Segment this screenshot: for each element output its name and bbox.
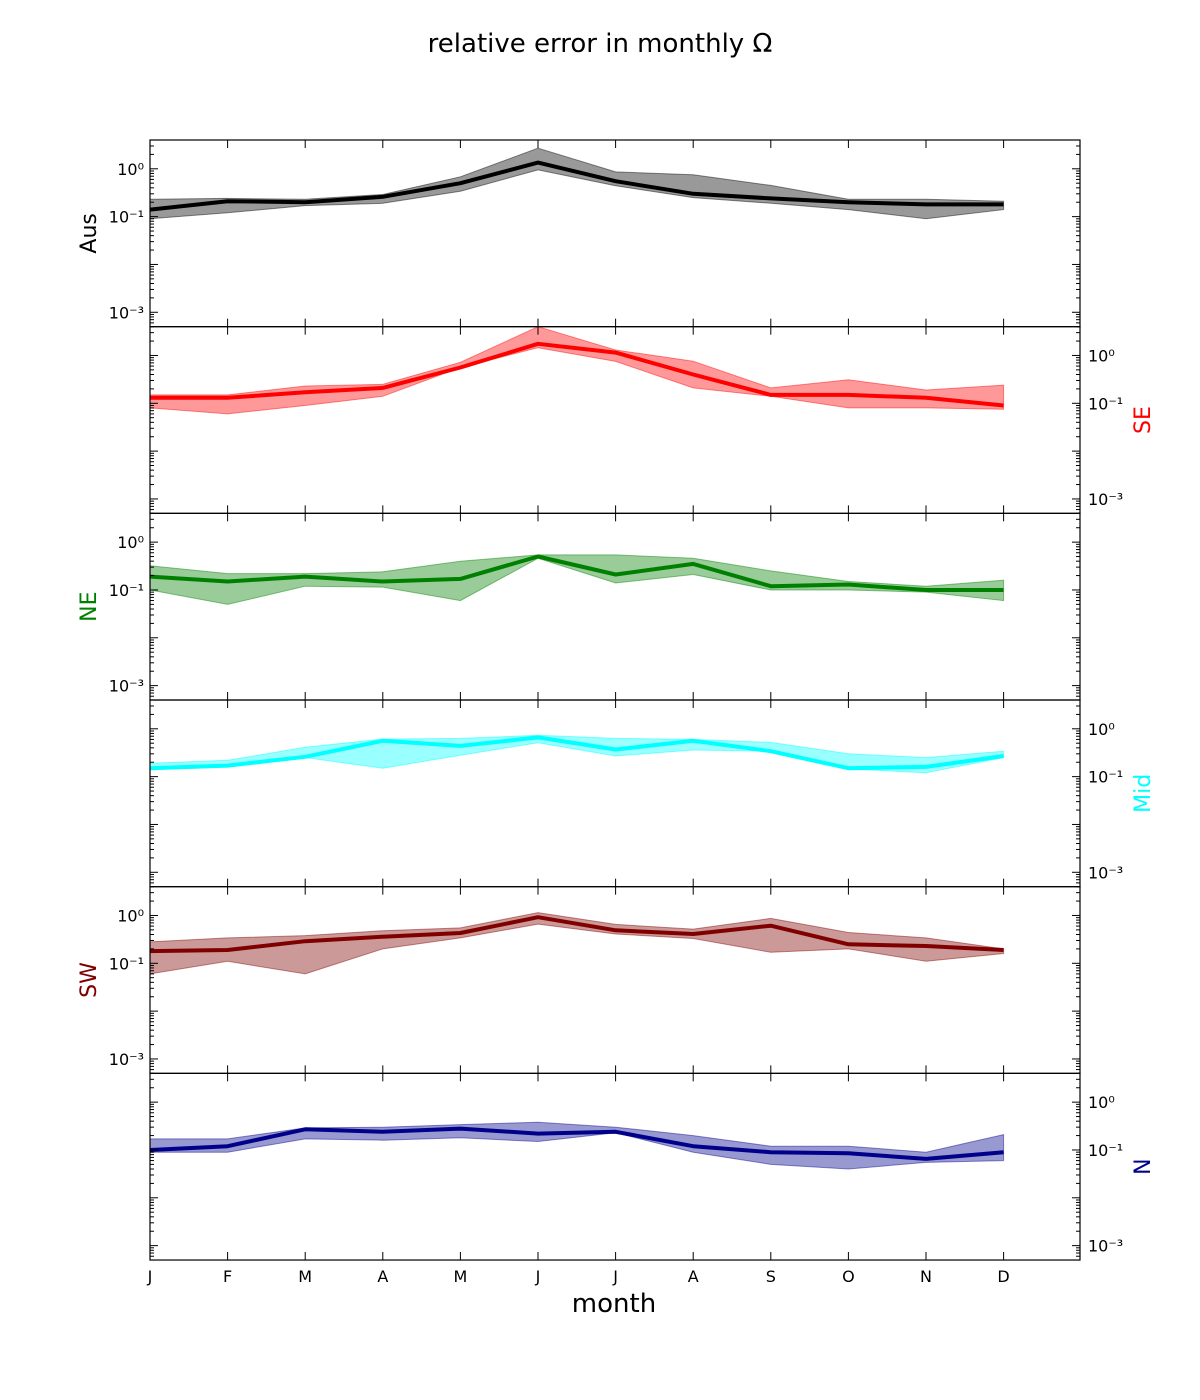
y-tick-label: 10⁰	[117, 906, 144, 925]
y-tick-label: 10⁻¹	[1088, 394, 1123, 413]
panel-ne: 10⁻³ 10⁻¹ 10⁰ NE	[77, 512, 1081, 701]
plot-area	[150, 912, 1005, 975]
series-line-n	[150, 1126, 1004, 1161]
y-tick-label: 10⁰	[1088, 1093, 1115, 1112]
series-line-ne	[150, 554, 1004, 592]
panel-n: 10⁻³ 10⁻¹ 10⁰ N	[149, 1072, 1156, 1261]
panel-frame	[149, 512, 1081, 701]
x-tick-label: J	[612, 1267, 618, 1286]
plot-area	[150, 734, 1005, 774]
x-tick-label: J	[147, 1267, 153, 1286]
panel-aus: 10⁻³ 10⁻¹ 10⁰ Aus	[77, 139, 1081, 328]
y-tick-label: 10⁻¹	[109, 208, 144, 227]
x-tick-label: A	[377, 1267, 388, 1286]
series-line-se	[150, 341, 1004, 408]
plot-area	[150, 1121, 1005, 1170]
series-line-mid	[150, 735, 1004, 771]
y-tick-label: 10⁰	[117, 160, 144, 179]
panel-frame	[149, 699, 1081, 888]
panel-sw: 10⁻³ 10⁻¹ 10⁰ SW	[77, 886, 1081, 1074]
chart-title: relative error in monthly Ω	[428, 29, 773, 59]
y-tick-label: 10⁰	[117, 533, 144, 552]
panels-group: 10⁻³ 10⁻¹ 10⁰ Aus 10⁻³ 10⁻¹ 10⁰ SE 10⁻³ 10⁻¹ 10⁰ NE…	[77, 139, 1156, 1261]
y-tick-label: 10⁻³	[1088, 863, 1123, 882]
x-tick-label: N	[920, 1267, 932, 1286]
plot-area	[150, 326, 1005, 415]
plot-area	[150, 554, 1005, 605]
series-line-aus	[150, 160, 1004, 212]
x-tick-label: D	[997, 1267, 1009, 1286]
y-tick-label: 10⁻¹	[109, 581, 144, 600]
panel-label-mid: Mid	[1131, 774, 1156, 813]
error-band-se	[150, 326, 1005, 415]
y-tick-label: 10⁰	[1088, 720, 1115, 739]
y-tick-label: 10⁰	[1088, 346, 1115, 365]
x-tick-label: S	[766, 1267, 776, 1286]
panel-label-aus: Aus	[77, 213, 102, 253]
panel-label-sw: SW	[77, 962, 102, 998]
y-tick-label: 10⁻¹	[1088, 768, 1123, 787]
plot-area	[150, 147, 1005, 220]
x-tick-label: M	[298, 1267, 312, 1286]
panel-frame	[149, 1072, 1081, 1261]
y-tick-label: 10⁻³	[1088, 490, 1123, 509]
x-tick-label: O	[842, 1267, 855, 1286]
y-tick-label: 10⁻¹	[109, 954, 144, 973]
panel-label-n: N	[1131, 1158, 1156, 1174]
x-tick-label: J	[535, 1267, 541, 1286]
series-line-sw	[150, 915, 1004, 954]
panel-frame	[149, 886, 1081, 1074]
panel-mid: 10⁻³ 10⁻¹ 10⁰ Mid	[149, 699, 1156, 888]
y-tick-label: 10⁻³	[109, 303, 144, 322]
error-band-aus	[150, 147, 1005, 220]
error-band-sw	[150, 912, 1005, 975]
panel-frame	[149, 139, 1081, 328]
panel-se: 10⁻³ 10⁻¹ 10⁰ SE	[149, 326, 1156, 514]
y-tick-label: 10⁻³	[1088, 1237, 1123, 1256]
x-tick-label: F	[223, 1267, 232, 1286]
y-tick-label: 10⁻³	[109, 1050, 144, 1069]
error-band-n	[150, 1121, 1005, 1170]
y-tick-label: 10⁻¹	[1088, 1141, 1123, 1160]
x-tick-label: M	[453, 1267, 467, 1286]
x-axis-label: month	[572, 1289, 656, 1319]
panel-label-se: SE	[1131, 406, 1156, 434]
panel-label-ne: NE	[77, 591, 102, 621]
x-tick-label: A	[688, 1267, 699, 1286]
y-tick-label: 10⁻³	[109, 677, 144, 696]
